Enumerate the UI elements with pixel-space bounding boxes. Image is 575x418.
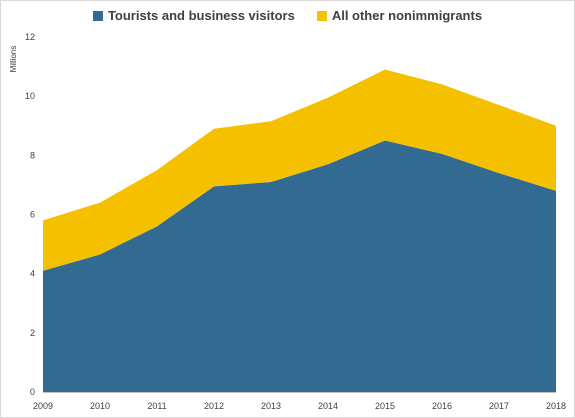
legend-swatch-other — [316, 10, 327, 21]
chart-legend: Tourists and business visitors All other… — [0, 8, 575, 23]
x-tick-label: 2017 — [489, 401, 509, 411]
x-tick-labels: 2009 2010 2011 2012 2013 2014 2015 2016 2017 2018 — [33, 401, 566, 411]
x-tick-label: 2016 — [432, 401, 452, 411]
area-series-1 — [43, 69, 556, 271]
legend-item-other: All other nonimmigrants — [316, 8, 483, 23]
x-tick-label: 2013 — [261, 401, 281, 411]
legend-label-other: All other nonimmigrants — [331, 8, 483, 23]
area-layer — [43, 69, 556, 392]
y-tick-label: 10 — [25, 91, 35, 101]
y-tick-label: 4 — [30, 269, 35, 279]
x-tick-label: 2010 — [90, 401, 110, 411]
y-tick-labels: 0 2 4 6 8 10 12 — [25, 32, 35, 397]
y-tick-label: 6 — [30, 210, 35, 220]
x-tick-label: 2015 — [375, 401, 395, 411]
legend-swatch-tourists — [92, 10, 103, 21]
x-tick-label: 2018 — [546, 401, 566, 411]
x-tick-label: 2011 — [147, 401, 166, 411]
y-axis-title: Millions — [9, 46, 18, 73]
legend-item-tourists: Tourists and business visitors — [92, 8, 295, 23]
legend-label-tourists: Tourists and business visitors — [107, 8, 295, 23]
area-series-0 — [43, 140, 556, 392]
x-tick-label: 2012 — [204, 401, 224, 411]
y-tick-label: 8 — [30, 150, 35, 160]
x-tick-label: 2014 — [318, 401, 338, 411]
y-tick-label: 0 — [30, 387, 35, 397]
x-tick-label: 2009 — [33, 401, 53, 411]
y-tick-label: 2 — [30, 328, 35, 338]
y-tick-label: 12 — [25, 32, 35, 42]
